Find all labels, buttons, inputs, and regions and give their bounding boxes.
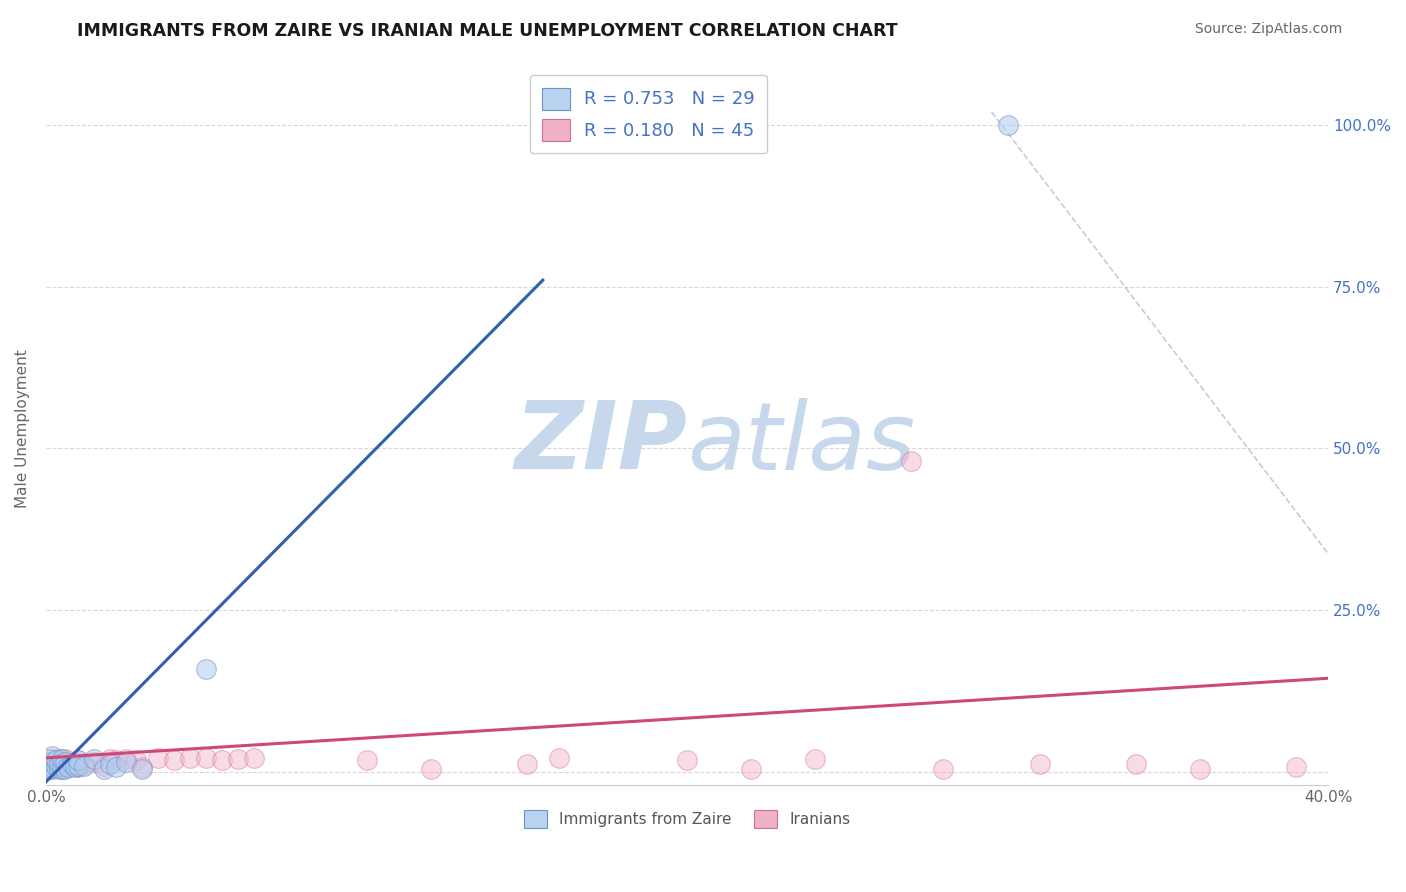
Point xyxy=(41,762,63,776)
Point xyxy=(51,762,73,776)
Point xyxy=(131,762,153,776)
Point xyxy=(1188,762,1211,776)
Point xyxy=(38,762,60,776)
Point xyxy=(38,758,60,772)
Point xyxy=(60,757,83,772)
Point xyxy=(45,754,67,768)
Point xyxy=(58,760,80,774)
Point xyxy=(66,754,89,768)
Point xyxy=(51,756,73,770)
Point xyxy=(93,758,115,772)
Point xyxy=(38,752,60,766)
Point xyxy=(73,757,96,772)
Point xyxy=(45,760,67,774)
Point xyxy=(125,754,148,768)
Point xyxy=(41,756,63,770)
Point xyxy=(48,752,70,766)
Point xyxy=(1125,757,1147,772)
Point xyxy=(53,758,76,772)
Point xyxy=(98,752,121,766)
Point xyxy=(195,662,218,676)
Point xyxy=(83,756,105,770)
Point xyxy=(179,751,201,765)
Point xyxy=(51,752,73,766)
Point xyxy=(105,754,128,768)
Point xyxy=(53,756,76,770)
Point xyxy=(48,762,70,776)
Point xyxy=(66,758,89,772)
Point xyxy=(63,760,86,774)
Point xyxy=(1028,757,1050,772)
Point xyxy=(41,752,63,766)
Point xyxy=(41,748,63,763)
Text: ZIP: ZIP xyxy=(515,397,688,490)
Point xyxy=(900,454,922,468)
Point xyxy=(676,754,699,768)
Text: IMMIGRANTS FROM ZAIRE VS IRANIAN MALE UNEMPLOYMENT CORRELATION CHART: IMMIGRANTS FROM ZAIRE VS IRANIAN MALE UN… xyxy=(77,22,898,40)
Point xyxy=(63,758,86,772)
Point xyxy=(804,752,827,766)
Point xyxy=(932,762,955,776)
Point xyxy=(45,754,67,768)
Point xyxy=(66,760,89,774)
Point xyxy=(356,754,378,768)
Point xyxy=(115,756,138,770)
Point xyxy=(146,751,169,765)
Point xyxy=(131,760,153,774)
Point xyxy=(53,762,76,776)
Point xyxy=(60,757,83,772)
Point xyxy=(93,762,115,776)
Point xyxy=(105,760,128,774)
Text: atlas: atlas xyxy=(688,398,915,489)
Point xyxy=(83,752,105,766)
Point xyxy=(226,752,249,766)
Point xyxy=(53,752,76,766)
Point xyxy=(48,757,70,772)
Point xyxy=(997,118,1019,132)
Point xyxy=(51,758,73,772)
Point xyxy=(41,760,63,774)
Point xyxy=(115,752,138,766)
Point xyxy=(98,757,121,772)
Point xyxy=(211,754,233,768)
Point xyxy=(163,754,186,768)
Point xyxy=(66,754,89,768)
Point xyxy=(195,751,218,765)
Legend: Immigrants from Zaire, Iranians: Immigrants from Zaire, Iranians xyxy=(517,804,856,834)
Point xyxy=(243,751,266,765)
Point xyxy=(1285,760,1308,774)
Text: Source: ZipAtlas.com: Source: ZipAtlas.com xyxy=(1195,22,1343,37)
Point xyxy=(740,762,762,776)
Point xyxy=(547,751,569,765)
Point xyxy=(51,762,73,776)
Point xyxy=(45,760,67,774)
Point xyxy=(419,762,441,776)
Point xyxy=(58,760,80,774)
Point xyxy=(38,762,60,776)
Point xyxy=(48,758,70,772)
Y-axis label: Male Unemployment: Male Unemployment xyxy=(15,350,30,508)
Point xyxy=(516,757,538,772)
Point xyxy=(73,758,96,772)
Point xyxy=(38,756,60,770)
